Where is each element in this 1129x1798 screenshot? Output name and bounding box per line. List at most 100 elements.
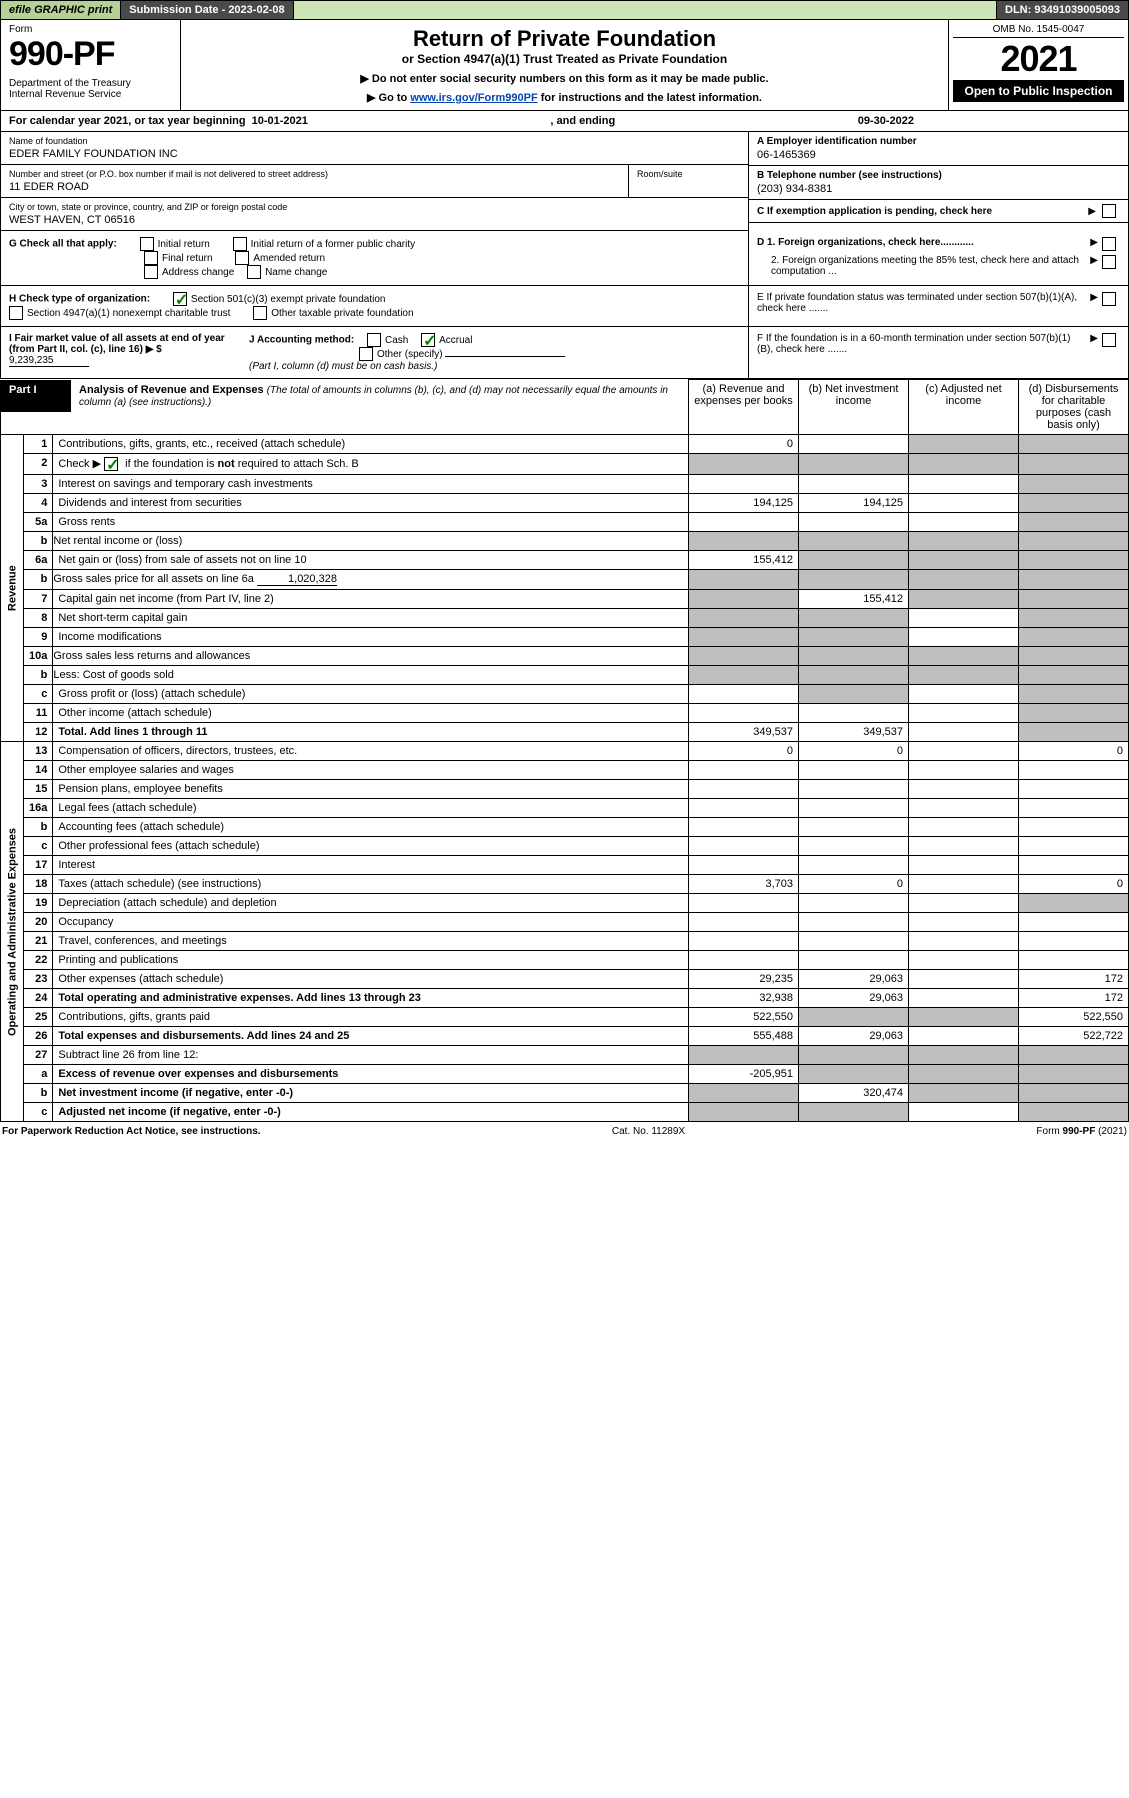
table-row: bGross sales price for all assets on lin…: [1, 570, 1129, 590]
cell-a: 194,125: [689, 494, 799, 513]
line-desc: Adjusted net income (if negative, enter …: [53, 1103, 689, 1122]
cell-c: [909, 970, 1019, 989]
ein-label: A Employer identification number: [757, 136, 1120, 147]
form-subtitle: or Section 4947(a)(1) Trust Treated as P…: [191, 52, 938, 66]
cell-a: 32,938: [689, 989, 799, 1008]
line-desc: Net rental income or (loss): [53, 532, 689, 551]
ij-cell: I Fair market value of all assets at end…: [1, 327, 748, 378]
instructions-link[interactable]: www.irs.gov/Form990PF: [410, 92, 537, 104]
line-no: c: [24, 685, 53, 704]
j-cash: Cash: [385, 335, 408, 346]
schb-checkbox[interactable]: [104, 457, 118, 471]
table-row: 18Taxes (attach schedule) (see instructi…: [1, 875, 1129, 894]
line-no: 21: [24, 932, 53, 951]
line-no: 8: [24, 609, 53, 628]
cal-prefix: For calendar year 2021, or tax year begi…: [9, 115, 246, 127]
line-no: 13: [24, 742, 53, 761]
foundation-name: EDER FAMILY FOUNDATION INC: [9, 146, 740, 160]
cell-c: [909, 435, 1019, 454]
table-row: aExcess of revenue over expenses and dis…: [1, 1065, 1129, 1084]
note2-post: for instructions and the latest informat…: [538, 92, 762, 104]
h-501c3: Section 501(c)(3) exempt private foundat…: [191, 294, 386, 305]
header-right: OMB No. 1545-0047 2021 Open to Public In…: [948, 20, 1128, 110]
cell-d: [1019, 685, 1129, 704]
j-accrual-checkbox[interactable]: [421, 333, 435, 347]
cell-b: 29,063: [799, 970, 909, 989]
tel: (203) 934-8381: [757, 181, 1120, 195]
arrow-icon: ▶: [1088, 206, 1096, 217]
cell-d: [1019, 590, 1129, 609]
cell-c: [909, 666, 1019, 685]
cell-d: [1019, 532, 1129, 551]
ij-f-row: I Fair market value of all assets at end…: [0, 327, 1129, 379]
city: WEST HAVEN, CT 06516: [9, 212, 740, 226]
cell-a: [689, 647, 799, 666]
cell-d: [1019, 951, 1129, 970]
cell-c: [909, 454, 1019, 475]
g-address-checkbox[interactable]: [144, 265, 158, 279]
room-label: Room/suite: [637, 169, 740, 179]
j-label: J Accounting method:: [249, 335, 354, 346]
d2-checkbox[interactable]: [1102, 255, 1116, 269]
f-checkbox[interactable]: [1102, 333, 1116, 347]
g-final-checkbox[interactable]: [144, 251, 158, 265]
table-row: 4Dividends and interest from securities1…: [1, 494, 1129, 513]
h-other-checkbox[interactable]: [253, 306, 267, 320]
e-checkbox[interactable]: [1102, 292, 1116, 306]
h-501c3-checkbox[interactable]: [173, 292, 187, 306]
cell-d: [1019, 837, 1129, 856]
cell-c: [909, 704, 1019, 723]
line-no: 18: [24, 875, 53, 894]
tax-year: 2021: [953, 38, 1124, 80]
topbar-spacer: [294, 1, 997, 19]
cell-c: [909, 647, 1019, 666]
part1-title: Analysis of Revenue and Expenses: [79, 384, 264, 396]
g-name: Name change: [265, 267, 327, 278]
line-no: b: [24, 818, 53, 837]
h-e-row: H Check type of organization: Section 50…: [0, 286, 1129, 327]
cell-c: [909, 513, 1019, 532]
line-desc: Printing and publications: [53, 951, 689, 970]
cell-d: [1019, 513, 1129, 532]
cell-d: [1019, 780, 1129, 799]
col-a-hdr: (a) Revenue and expenses per books: [689, 380, 799, 435]
cell-b: 349,537: [799, 723, 909, 742]
part1-badge: Part I: [1, 380, 71, 412]
note-1: ▶ Do not enter social security numbers o…: [191, 72, 938, 85]
cell-c: [909, 1065, 1019, 1084]
table-row: 16aLegal fees (attach schedule): [1, 799, 1129, 818]
line-no: 5a: [24, 513, 53, 532]
g-name-checkbox[interactable]: [247, 265, 261, 279]
j-cash-checkbox[interactable]: [367, 333, 381, 347]
line-no: 25: [24, 1008, 53, 1027]
cell-d: [1019, 913, 1129, 932]
d1-checkbox[interactable]: [1102, 237, 1116, 251]
revenue-label: Revenue: [1, 435, 24, 742]
cell-b: [799, 818, 909, 837]
footer-mid: Cat. No. 11289X: [612, 1126, 685, 1137]
cell-c: [909, 475, 1019, 494]
h-4947-checkbox[interactable]: [9, 306, 23, 320]
name-cell: Name of foundation EDER FAMILY FOUNDATIO…: [1, 132, 748, 165]
line-no: b: [24, 532, 53, 551]
c-checkbox[interactable]: [1102, 204, 1116, 218]
cell-a: [689, 913, 799, 932]
g-address: Address change: [162, 267, 234, 278]
g-initial-former-checkbox[interactable]: [233, 237, 247, 251]
city-label: City or town, state or province, country…: [9, 202, 740, 212]
line-no: 23: [24, 970, 53, 989]
cell-c: [909, 951, 1019, 970]
cell-a: [689, 799, 799, 818]
cell-b: [799, 1008, 909, 1027]
cell-a: [689, 1046, 799, 1065]
table-row: 6aNet gain or (loss) from sale of assets…: [1, 551, 1129, 570]
g-label: G Check all that apply:: [9, 239, 117, 250]
table-row: bNet rental income or (loss): [1, 532, 1129, 551]
j-other-checkbox[interactable]: [359, 347, 373, 361]
g-amended-checkbox[interactable]: [235, 251, 249, 265]
cell-c: [909, 875, 1019, 894]
cell-b: [799, 913, 909, 932]
cell-b: [799, 780, 909, 799]
cell-b: [799, 1065, 909, 1084]
g-initial-checkbox[interactable]: [140, 237, 154, 251]
